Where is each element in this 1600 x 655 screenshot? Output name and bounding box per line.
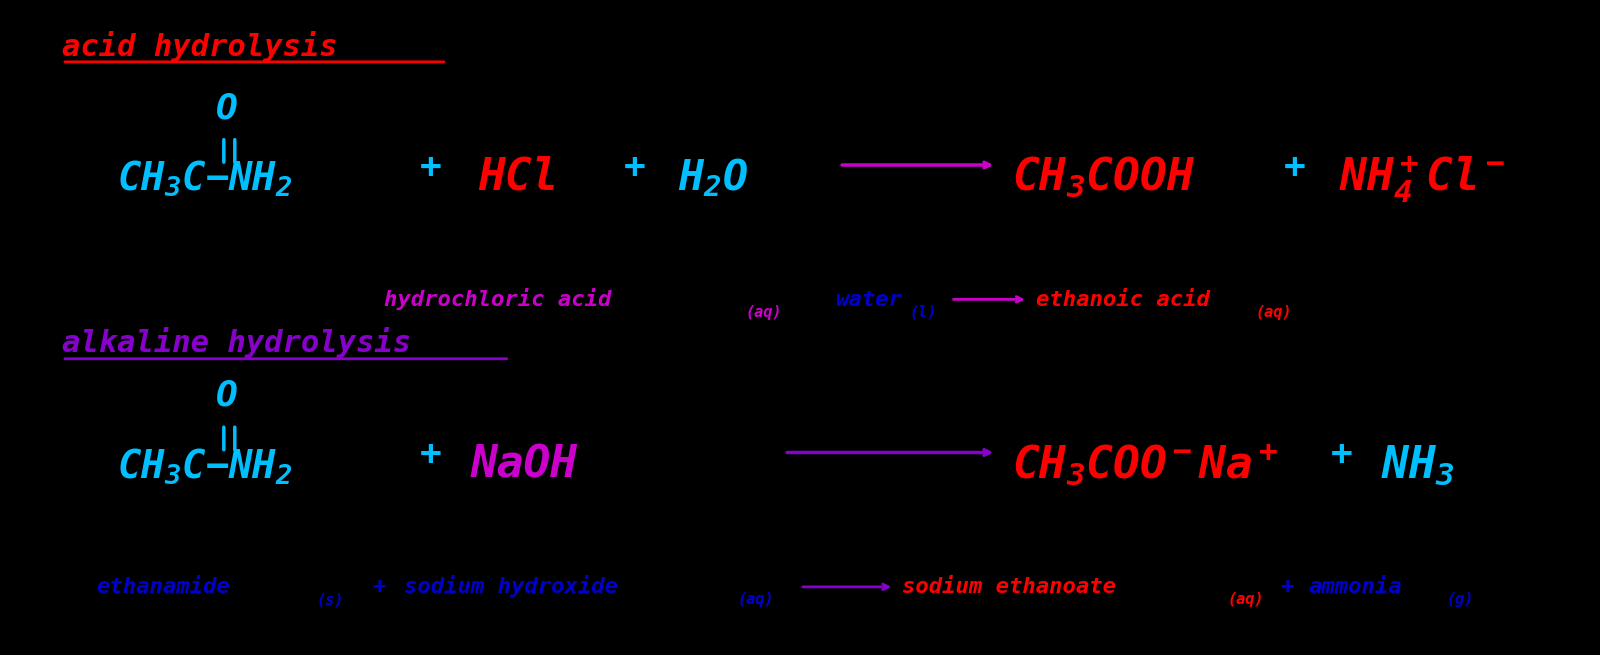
Text: $\mathregular{H_2O}$: $\mathregular{H_2O}$ xyxy=(677,156,747,199)
Text: $\mathregular{NH_4^+Cl^-}$: $\mathregular{NH_4^+Cl^-}$ xyxy=(1339,153,1506,204)
Text: (s): (s) xyxy=(317,592,344,607)
Text: hydrochloric acid: hydrochloric acid xyxy=(384,288,611,310)
Text: +: + xyxy=(421,438,442,472)
Text: (aq): (aq) xyxy=(746,305,781,320)
Text: acid hydrolysis: acid hydrolysis xyxy=(62,31,338,62)
Text: (l): (l) xyxy=(910,305,938,320)
Text: $\mathregular{CH_3C{-}NH_2}$: $\mathregular{CH_3C{-}NH_2}$ xyxy=(117,159,293,198)
Text: +: + xyxy=(1283,151,1306,185)
Text: $\mathregular{CH_3C{-}NH_2}$: $\mathregular{CH_3C{-}NH_2}$ xyxy=(117,446,293,486)
Text: $\mathregular{CH_3COOH}$: $\mathregular{CH_3COOH}$ xyxy=(1011,155,1195,199)
Text: (aq): (aq) xyxy=(1227,592,1264,607)
Text: ammonia: ammonia xyxy=(1309,577,1402,597)
Text: HCl: HCl xyxy=(478,156,558,199)
Text: NaOH: NaOH xyxy=(470,443,578,487)
Text: (g): (g) xyxy=(1446,592,1474,607)
Text: sodium ethanoate: sodium ethanoate xyxy=(902,577,1117,597)
Text: +: + xyxy=(421,151,442,185)
Text: alkaline hydrolysis: alkaline hydrolysis xyxy=(62,328,411,358)
Text: +: + xyxy=(1280,577,1293,597)
Text: $\mathregular{CH_3COO^-Na^+}$: $\mathregular{CH_3COO^-Na^+}$ xyxy=(1011,441,1278,487)
Text: (aq): (aq) xyxy=(738,592,774,607)
Text: ethanoic acid: ethanoic acid xyxy=(1035,290,1210,310)
Text: sodium hydroxide: sodium hydroxide xyxy=(405,575,618,597)
Text: $\mathregular{NH_3}$: $\mathregular{NH_3}$ xyxy=(1381,443,1454,487)
Text: +: + xyxy=(1331,438,1352,472)
Text: water: water xyxy=(835,290,901,310)
Text: ethanamide: ethanamide xyxy=(96,577,230,597)
Text: O: O xyxy=(216,379,238,413)
Text: +: + xyxy=(624,151,646,185)
Text: (aq): (aq) xyxy=(1256,305,1291,320)
Text: O: O xyxy=(216,91,238,125)
Text: +: + xyxy=(373,577,386,597)
